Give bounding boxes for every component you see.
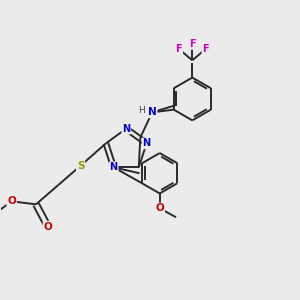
Text: N: N xyxy=(110,162,118,172)
Text: N: N xyxy=(142,138,151,148)
Text: O: O xyxy=(155,203,164,213)
Text: S: S xyxy=(77,161,84,171)
Text: N: N xyxy=(148,107,157,117)
Text: O: O xyxy=(44,222,52,232)
Text: H: H xyxy=(138,106,145,115)
Text: F: F xyxy=(176,44,182,54)
Text: F: F xyxy=(202,44,209,54)
Text: N: N xyxy=(122,124,130,134)
Text: O: O xyxy=(7,196,16,206)
Text: F: F xyxy=(189,39,196,49)
